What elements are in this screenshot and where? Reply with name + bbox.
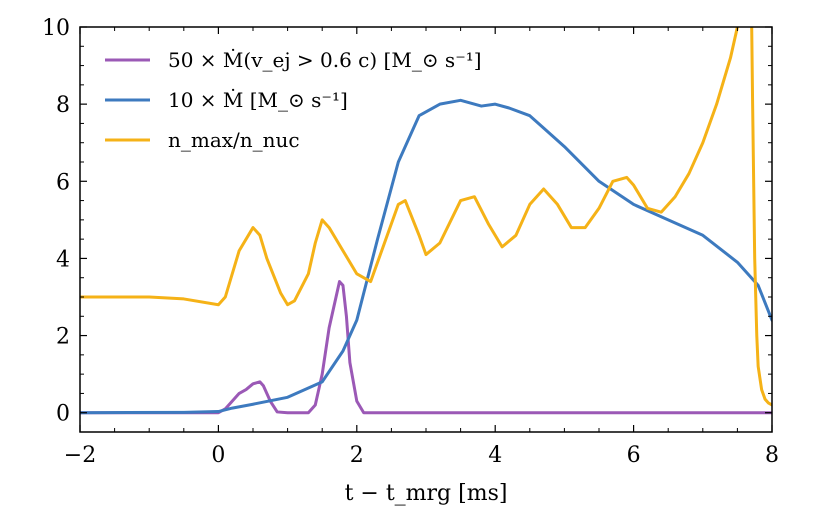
series-line-1	[80, 98, 772, 415]
legend-label-0: 50 × Ṁ(v_ej > 0.6 c) [M_⊙ s⁻¹]	[168, 48, 482, 72]
x-tick-label: 8	[765, 443, 779, 468]
ticks-layer: −2 0 2 4 6 8 0 2 4 6 8 10	[42, 16, 779, 468]
series-line-0	[80, 280, 772, 415]
x-tick-label: 4	[488, 443, 502, 468]
x-axis-label: t − t_mrg [ms]	[345, 481, 508, 506]
x-tick-label: 6	[627, 443, 641, 468]
series-line-3	[750, 27, 772, 407]
y-tick-label: 8	[56, 93, 70, 118]
series-line-2	[80, 27, 739, 307]
y-tick-label: 0	[56, 402, 70, 427]
y-tick-label: 6	[56, 170, 70, 195]
x-tick-label: −2	[64, 443, 96, 468]
legend-label-1: 10 × Ṁ [M_⊙ s⁻¹]	[168, 88, 348, 112]
y-tick-label: 2	[56, 325, 70, 350]
y-tick-label: 10	[42, 16, 70, 41]
series-layer	[80, 27, 772, 415]
legend-label-2: n_max/n_nuc	[168, 128, 300, 152]
x-tick-label: 2	[350, 443, 364, 468]
x-tick-label: 0	[211, 443, 225, 468]
legend: 50 × Ṁ(v_ej > 0.6 c) [M_⊙ s⁻¹] 10 × Ṁ [M_…	[105, 48, 482, 152]
y-tick-label: 4	[56, 247, 70, 272]
